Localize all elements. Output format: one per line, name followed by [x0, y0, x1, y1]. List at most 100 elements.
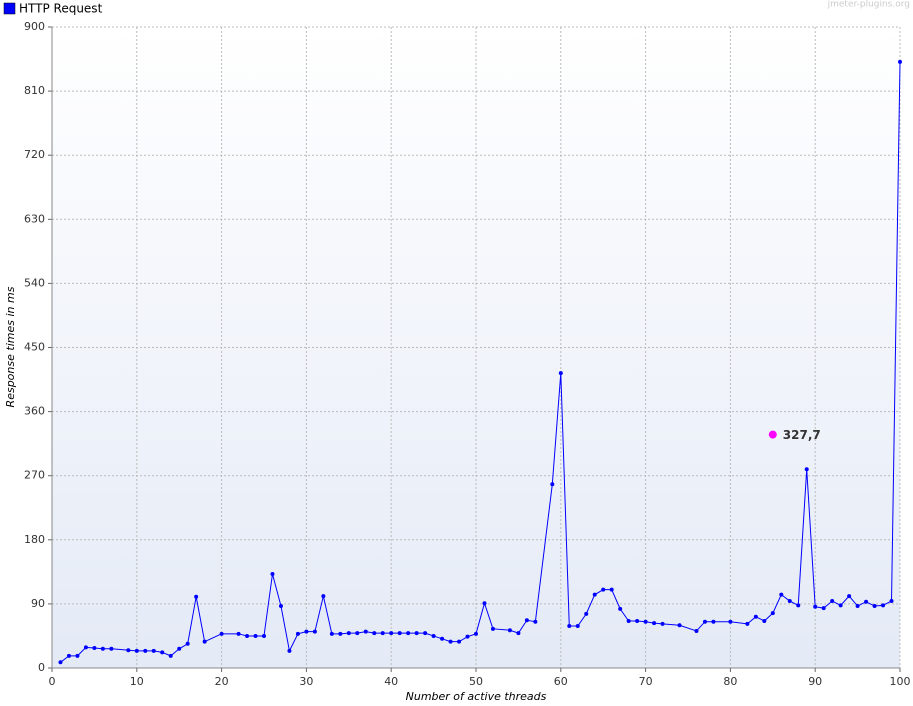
data-point: [753, 614, 758, 619]
data-point: [109, 646, 114, 651]
annotation-point: [768, 430, 777, 439]
data-point: [245, 633, 250, 638]
y-tick-label: 270: [24, 469, 45, 482]
data-point: [321, 594, 326, 599]
data-point: [168, 653, 173, 658]
data-point: [185, 641, 190, 646]
data-point: [143, 648, 148, 653]
y-tick-label: 720: [24, 148, 45, 161]
data-point: [457, 639, 462, 644]
data-point: [66, 653, 71, 658]
data-point: [779, 592, 784, 597]
data-point: [728, 619, 733, 624]
data-point: [219, 631, 224, 636]
data-point: [516, 631, 521, 636]
data-point: [262, 633, 266, 638]
data-point: [346, 631, 351, 636]
annotation-label: 327,7: [783, 428, 821, 442]
data-point: [134, 648, 139, 653]
data-point: [652, 621, 657, 626]
y-tick-label: 540: [24, 276, 45, 289]
y-tick-label: 900: [24, 20, 45, 33]
data-point: [550, 482, 555, 487]
data-point: [898, 59, 902, 64]
data-point: [507, 628, 512, 633]
y-axis-label: Response times in ms: [4, 286, 17, 407]
data-point: [92, 646, 97, 651]
y-tick-label: 180: [24, 533, 45, 546]
data-point: [338, 631, 343, 636]
data-point: [58, 660, 63, 665]
data-point: [762, 618, 767, 623]
x-tick-label: 40: [384, 675, 398, 688]
data-point: [702, 619, 707, 624]
data-point: [151, 648, 156, 653]
data-point: [482, 601, 487, 606]
data-point: [821, 606, 826, 611]
data-point: [312, 629, 317, 634]
data-point: [440, 636, 445, 641]
data-point: [372, 631, 377, 636]
data-point: [287, 648, 292, 653]
data-point: [770, 611, 775, 616]
x-tick-label: 20: [215, 675, 229, 688]
data-point: [363, 629, 368, 634]
y-tick-label: 630: [24, 212, 45, 225]
data-point: [253, 633, 258, 638]
x-tick-label: 0: [49, 675, 56, 688]
data-point: [804, 467, 809, 472]
data-point: [881, 603, 886, 608]
x-tick-label: 30: [299, 675, 313, 688]
y-tick-label: 0: [38, 661, 45, 674]
data-point: [414, 631, 419, 636]
data-point: [270, 571, 275, 576]
x-tick-label: 10: [130, 675, 144, 688]
data-point: [847, 594, 852, 599]
data-point: [830, 599, 835, 604]
data-point: [177, 646, 182, 651]
data-point: [796, 603, 801, 608]
x-tick-label: 70: [639, 675, 653, 688]
data-point: [406, 631, 411, 636]
data-point: [567, 623, 572, 628]
data-point: [643, 619, 648, 624]
data-point: [236, 631, 241, 636]
data-point: [304, 629, 309, 634]
data-point: [397, 631, 402, 636]
data-point: [431, 633, 436, 638]
data-point: [533, 619, 538, 624]
data-point: [75, 653, 80, 658]
data-point: [465, 634, 470, 639]
data-point: [278, 604, 283, 609]
data-point: [787, 599, 792, 604]
data-point: [813, 604, 818, 609]
data-point: [202, 639, 207, 644]
data-point: [448, 639, 453, 644]
data-point: [584, 611, 589, 616]
y-tick-label: 360: [24, 405, 45, 418]
data-point: [635, 618, 640, 623]
data-point: [558, 371, 563, 376]
data-point: [389, 631, 394, 636]
data-point: [626, 618, 631, 623]
data-point: [329, 631, 334, 636]
watermark: jmeter-plugins.org: [827, 0, 910, 10]
data-point: [380, 631, 385, 636]
y-tick-label: 810: [24, 84, 45, 97]
data-point: [474, 631, 478, 636]
x-tick-label: 50: [469, 675, 483, 688]
data-point: [83, 645, 88, 650]
y-tick-label: 450: [24, 341, 45, 354]
x-tick-label: 90: [808, 675, 822, 688]
data-point: [575, 623, 580, 628]
data-point: [295, 631, 300, 636]
y-tick-label: 90: [31, 597, 45, 610]
x-tick-label: 60: [554, 675, 568, 688]
data-point: [355, 631, 360, 636]
data-point: [872, 604, 877, 609]
data-point: [855, 604, 860, 609]
data-point: [677, 623, 682, 628]
data-point: [490, 626, 495, 631]
data-point: [524, 618, 529, 623]
data-point: [423, 631, 428, 636]
